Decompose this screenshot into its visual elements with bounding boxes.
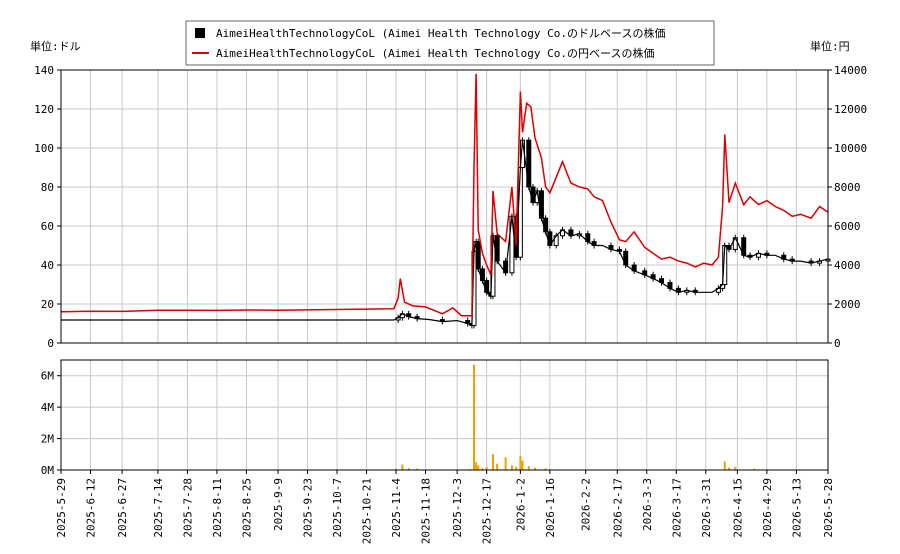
- left-tick-label: 40: [41, 259, 54, 272]
- volume-bar: [544, 468, 547, 470]
- x-tick-label: 2026-5-28: [822, 478, 835, 538]
- x-tick-label: 2026-2-17: [611, 478, 624, 538]
- price-panel-frame: [60, 69, 829, 344]
- x-tick-label: 2025-5-29: [55, 478, 68, 538]
- x-tick-label: 2025-11-18: [420, 478, 433, 544]
- usd-candle: [517, 167, 523, 258]
- x-tick-label: 2026-5-13: [790, 478, 803, 538]
- volume-tick-label: 6M: [41, 370, 55, 383]
- legend-jpy-label: AimeiHealthTechnologyCoL (Aimei Health T…: [216, 46, 654, 60]
- volume-bar: [504, 457, 507, 470]
- right-tick-label: 6000: [834, 220, 861, 233]
- volume-bar: [491, 454, 494, 470]
- left-axis-unit: 単位:ドル: [30, 39, 81, 53]
- volume-bar: [477, 465, 480, 470]
- volume-bar: [416, 468, 419, 470]
- usd-candle: [494, 235, 500, 262]
- volume-panel-frame: [60, 359, 829, 471]
- volume-bar: [519, 455, 522, 470]
- x-tick-label: 2025-11-4: [390, 478, 403, 538]
- volume-bar: [723, 461, 726, 470]
- left-tick-label: 60: [41, 220, 54, 233]
- legend: AimeiHealthTechnologyCoL (Aimei Health T…: [185, 20, 715, 66]
- x-tick-label: 2025-9-9: [272, 478, 285, 531]
- x-tick-label: 2026-1-16: [544, 478, 557, 538]
- usd-candle: [538, 190, 544, 219]
- legend-usd-swatch: [195, 28, 205, 38]
- usd-candle: [479, 268, 485, 282]
- x-tick-label: 2026-3-3: [641, 478, 654, 531]
- volume-bar: [485, 466, 488, 470]
- volume-bar: [395, 468, 398, 470]
- right-tick-label: 10000: [834, 142, 867, 155]
- x-tick-label: 2026-4-15: [731, 478, 744, 538]
- volume-bar: [496, 463, 499, 470]
- volume-bar: [515, 466, 518, 470]
- x-tick-label: 2025-6-12: [85, 478, 98, 538]
- x-tick-label: 2025-12-17: [481, 478, 494, 544]
- volume-bar: [753, 468, 756, 470]
- volume-bar: [727, 467, 730, 470]
- volume-tick-label: 2M: [41, 433, 55, 446]
- x-tick-label: 2025-6-27: [116, 478, 129, 538]
- left-tick-label: 0: [47, 337, 54, 350]
- legend-usd-label: AimeiHealthTechnologyCoL (Aimei Health T…: [216, 26, 665, 40]
- usd-price-line: [61, 140, 829, 327]
- jpy-price-line: [60, 73, 829, 317]
- volume-bar: [734, 466, 737, 470]
- usd-candle: [543, 217, 549, 233]
- x-tick-label: 2025-10-21: [361, 478, 374, 544]
- x-tick-label: 2026-1-2: [514, 478, 527, 531]
- volume-bar: [534, 467, 537, 470]
- volume-bar: [407, 468, 410, 470]
- left-tick-label: 120: [34, 103, 54, 116]
- x-tick-label: 2025-10-7: [331, 478, 344, 538]
- volume-bar: [473, 364, 475, 470]
- left-tick-label: 140: [34, 64, 54, 77]
- x-tick-label: 2026-4-29: [761, 478, 774, 538]
- right-tick-label: 0: [834, 337, 841, 350]
- x-tick-label: 2026-2-2: [580, 478, 593, 531]
- volume-bar: [521, 460, 524, 470]
- left-tick-label: 80: [41, 181, 54, 194]
- usd-candle: [484, 280, 490, 293]
- volume-bar: [527, 466, 530, 470]
- right-tick-label: 12000: [834, 103, 867, 116]
- x-tick-label: 2025-7-14: [152, 478, 165, 538]
- x-tick-label: 2025-8-11: [211, 478, 224, 538]
- volume-bar: [401, 464, 404, 470]
- left-tick-label: 20: [41, 298, 54, 311]
- x-tick-label: 2025-9-23: [302, 478, 315, 538]
- volume-bar: [510, 465, 513, 470]
- volume-bar: [481, 468, 484, 470]
- right-axis-unit: 単位:円: [810, 39, 850, 53]
- x-tick-label: 2025-8-25: [240, 478, 253, 538]
- x-tick-label: 2026-3-17: [670, 478, 683, 538]
- left-tick-label: 100: [34, 142, 54, 155]
- x-tick-label: 2025-12-3: [451, 478, 464, 538]
- x-tick-label: 2026-3-31: [700, 478, 713, 538]
- right-tick-label: 8000: [834, 181, 861, 194]
- volume-bar: [475, 462, 478, 470]
- x-tick-label: 2025-7-28: [181, 478, 194, 538]
- right-tick-label: 4000: [834, 259, 861, 272]
- volume-tick-label: 0M: [41, 464, 55, 477]
- volume-tick-label: 4M: [41, 401, 55, 414]
- right-tick-label: 2000: [834, 298, 861, 311]
- right-tick-label: 14000: [834, 64, 867, 77]
